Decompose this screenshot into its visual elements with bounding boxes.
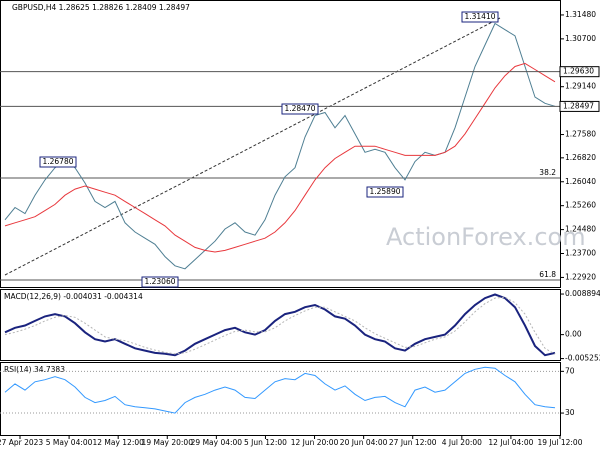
price-panel — [0, 0, 561, 288]
y-tick-label: 70 — [565, 366, 575, 375]
x-tick-label: 19 May 20:00 — [142, 438, 194, 447]
y-tick-label: 1.26040 — [565, 177, 596, 186]
watermark: ActionForex.com — [386, 223, 586, 251]
x-tick-label: 27 Jun 12:00 — [389, 438, 437, 447]
annotation: 1.31410 — [464, 12, 495, 21]
annotation: 1.25890 — [369, 187, 400, 196]
annotation-box — [461, 11, 499, 23]
y-tick-label: -0.005252 — [565, 354, 600, 363]
rsi-header: RSI(14) 34.7383 — [4, 365, 65, 374]
x-tick-label: 4 Jul 20:00 — [442, 438, 482, 447]
series-line — [4, 366, 556, 414]
x-tick-label: 12 Jun 20:00 — [291, 438, 339, 447]
y-tick-label: 1.22920 — [565, 272, 596, 281]
y-tick-label: 1.27580 — [565, 130, 596, 139]
x-tick-label: 29 May 04:00 — [191, 438, 243, 447]
rsi-panel — [0, 362, 561, 436]
annotation-box — [141, 276, 179, 288]
y-tick-label: 1.24480 — [565, 225, 596, 234]
x-tick-label: 12 Jul 04:00 — [488, 438, 533, 447]
y-tick-label: 1.25260 — [565, 201, 596, 210]
trend-line — [4, 17, 501, 276]
annotation: 1.28470 — [284, 104, 315, 113]
y-tick-label: 1.26820 — [565, 153, 596, 162]
annotation-box — [39, 156, 77, 168]
annotation-box — [281, 103, 319, 115]
series-line — [4, 62, 556, 253]
y-tick-label: 1.31480 — [565, 10, 596, 19]
macd-panel — [0, 289, 561, 361]
annotation: 1.26780 — [42, 157, 73, 166]
x-tick-label: 5 Jun 12:00 — [244, 438, 287, 447]
annotation: 1.23060 — [144, 277, 175, 286]
price-header: GBPUSD,H4 1.28625 1.28826 1.28409 1.2849… — [12, 3, 190, 12]
y-tick-label: 30 — [565, 408, 575, 417]
series-line — [4, 22, 556, 270]
x-tick-label: 19 Jul 12:00 — [538, 438, 583, 447]
level-label: 1.28497 — [563, 101, 594, 110]
x-tick-label: 5 May 04:00 — [46, 438, 93, 447]
fib-label: 38.2 — [539, 168, 556, 177]
y-tick-label: 0.00 — [565, 330, 582, 339]
annotation-box — [366, 186, 404, 198]
fib-label: 61.8 — [539, 270, 556, 279]
y-tick-label: 1.29140 — [565, 82, 596, 91]
level-box — [559, 100, 600, 112]
level-label: 1.29630 — [563, 67, 594, 76]
x-tick-label: 27 Apr 2023 — [0, 438, 43, 447]
y-tick-label: 0.008894 — [565, 289, 600, 298]
y-tick-label: 1.23700 — [565, 249, 596, 258]
level-box — [559, 66, 600, 78]
series-line — [4, 293, 556, 357]
x-tick-label: 12 May 12:00 — [92, 438, 144, 447]
series-line — [4, 296, 556, 355]
x-tick-label: 20 Jun 04:00 — [340, 438, 388, 447]
y-tick-label: 1.30700 — [565, 34, 596, 43]
macd-header: MACD(12,26,9) -0.004031 -0.004314 — [4, 292, 143, 301]
